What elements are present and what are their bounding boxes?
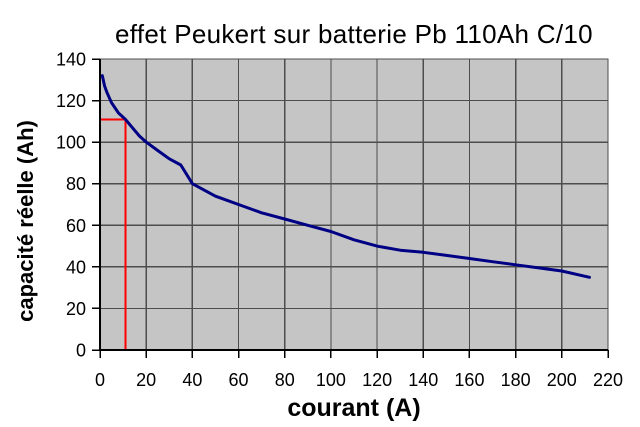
y-tick-label: 100: [56, 133, 86, 153]
x-tick-label: 60: [229, 370, 249, 390]
y-tick-label: 80: [66, 174, 86, 194]
x-tick-label: 40: [182, 370, 202, 390]
x-tick-label: 100: [316, 370, 346, 390]
x-tick-label: 200: [547, 370, 577, 390]
x-tick-label: 20: [136, 370, 156, 390]
y-tick-label: 140: [56, 50, 86, 70]
capacity-curve: [100, 74, 591, 279]
x-tick-label: 0: [95, 370, 105, 390]
x-tick-label: 220: [593, 370, 623, 390]
x-tick-label: 160: [454, 370, 484, 390]
y-tick-label: 120: [56, 91, 86, 111]
x-tick-label: 140: [408, 370, 438, 390]
y-tick-label: 20: [66, 299, 86, 319]
x-tick-label: 120: [362, 370, 392, 390]
x-tick-label: 180: [501, 370, 531, 390]
x-axis-title: courant (A): [287, 394, 421, 422]
chart-title: effet Peukert sur batterie Pb 110Ah C/10: [115, 19, 593, 49]
x-tick-label: 80: [275, 370, 295, 390]
y-tick-label: 0: [76, 341, 86, 361]
y-tick-label: 40: [66, 257, 86, 277]
plot-area: [100, 59, 608, 350]
y-tick-label: 60: [66, 216, 86, 236]
